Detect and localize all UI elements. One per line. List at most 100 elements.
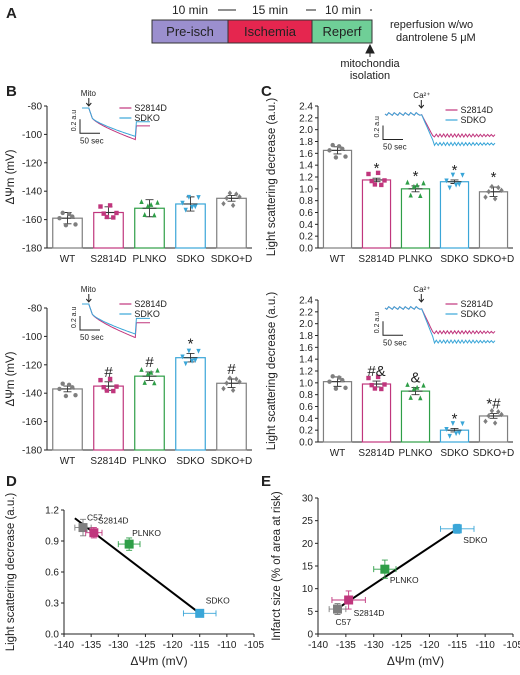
bar-s2814d [93, 385, 124, 451]
y-tick-label: 0.9 [45, 537, 59, 548]
data-point [73, 222, 78, 227]
inset-scale-y-label: 0.2 a.u [71, 306, 78, 328]
y-tick-label: 1.0 [299, 184, 313, 195]
x-tick-label: -125 [135, 640, 155, 651]
inset-arrow-label: Ca²⁺ [413, 285, 430, 294]
x-tick-label: S2814D [90, 456, 126, 467]
y-tick-label: 1.8 [299, 137, 313, 148]
x-tick-label: PLNKO [133, 254, 167, 265]
data-point [145, 371, 151, 377]
data-point [155, 199, 160, 205]
duration-label-3: 10 min [325, 3, 361, 17]
inset-legend-label-sdko: SDKO [134, 113, 160, 123]
data-point [450, 172, 456, 178]
bar-s2814d [361, 179, 392, 249]
point-label-s2814d: S2814D [354, 608, 385, 618]
data-point [418, 395, 423, 401]
bar-wt [322, 149, 353, 249]
data-point [382, 382, 387, 387]
duration-label-2: 15 min [252, 3, 288, 17]
bar-plnko [134, 375, 165, 451]
data-point [57, 386, 62, 392]
reperfusion-note-2: dantrolene 5 μM [396, 32, 476, 44]
bar-wt [322, 381, 353, 443]
data-point [189, 205, 195, 210]
data-point [139, 367, 144, 372]
data-point [70, 214, 75, 219]
data-point [227, 375, 233, 381]
y-tick-label: -100 [22, 332, 42, 343]
data-point-sdko [452, 524, 462, 534]
significance-mark: * [188, 335, 194, 352]
data-point [186, 348, 192, 354]
x-tick-label: -135 [336, 640, 356, 651]
panel-letter-c: C [261, 83, 272, 100]
bar-chart-B_top: -80 -100 -120 -140 -160 -180 ΔΨm (mV) WT S2814D P… [5, 102, 252, 266]
inset-arrow-icon [85, 98, 92, 107]
data-point [333, 386, 339, 391]
data-point [60, 381, 65, 386]
inset-scale-x-label: 50 sec [383, 143, 407, 152]
data-point [421, 382, 426, 388]
y-tick-label: -120 [22, 158, 42, 169]
data-point [73, 392, 78, 398]
x-tick-label: SDKO [176, 254, 205, 265]
significance-mark: *# [486, 396, 501, 413]
y-tick-label: 0 [307, 630, 313, 641]
x-axis-label: ΔΨm (mV) [130, 654, 187, 668]
significance-mark: # [227, 361, 236, 378]
data-point [224, 195, 229, 201]
inset-legend-label-sdko: SDKO [461, 115, 487, 125]
inset-legend-label-s2814d: S2814D [461, 105, 494, 115]
inset-legend-label-sdko: SDKO [461, 309, 487, 319]
data-point [57, 215, 62, 221]
data-point [405, 179, 410, 185]
bar-sdkod [478, 191, 509, 249]
data-point [196, 195, 201, 201]
x-tick-label: PLNKO [133, 456, 167, 467]
data-point [421, 180, 426, 186]
inset-scale-x-label: 50 sec [80, 333, 104, 342]
inset-trace-sdko [384, 305, 496, 345]
bar-sdkod [216, 197, 247, 249]
significance-mark: * [452, 410, 458, 427]
y-tick-label: -140 [22, 389, 42, 400]
bar-chart-C_bottom: 0.00.20.40.60.81.01.21.41.61.82.02.22.4 L… [266, 292, 514, 459]
data-point [450, 421, 456, 426]
data-point [336, 144, 342, 149]
data-point [186, 194, 192, 200]
data-point [66, 382, 72, 388]
bar-sdko [175, 357, 206, 451]
data-point-c57 [78, 523, 88, 533]
data-point [155, 367, 160, 373]
data-point [336, 375, 342, 380]
y-axis-label: Light scattering decrease (a.u.) [266, 292, 278, 451]
significance-mark: * [452, 162, 458, 179]
data-point [343, 154, 348, 159]
data-point [330, 142, 335, 148]
y-tick-label: 0.2 [299, 232, 313, 243]
y-tick-label: 0.6 [45, 568, 59, 579]
point-label-plnko: PLNKO [132, 528, 161, 538]
x-axis-label: ΔΨm (mV) [387, 654, 444, 668]
data-point [486, 188, 491, 195]
point-label-s2814d: S2814D [98, 516, 129, 526]
y-tick-label: -160 [22, 215, 42, 226]
data-point [111, 388, 116, 394]
y-tick-label: 2.0 [299, 319, 313, 330]
data-point [98, 204, 103, 209]
data-point [114, 210, 119, 216]
point-label-sdko: SDKO [206, 595, 230, 605]
data-point [340, 377, 345, 383]
data-point [107, 203, 113, 208]
inset-scale-x-label: 50 sec [383, 338, 407, 347]
data-point [152, 212, 157, 218]
data-point [183, 361, 188, 367]
y-axis-label: ΔΨm (mV) [5, 351, 17, 406]
y-tick-label: 0.4 [299, 220, 313, 231]
data-point [107, 376, 113, 382]
data-point [327, 148, 332, 153]
y-tick-label: -140 [22, 187, 42, 198]
y-tick-label: 20 [302, 539, 314, 550]
